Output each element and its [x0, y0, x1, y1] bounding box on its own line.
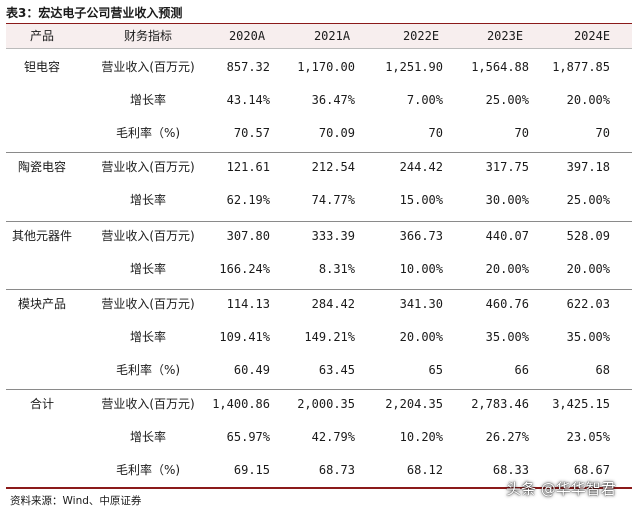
table-cell: 68.73 [318, 463, 355, 477]
header-metric: 财务指标 [123, 29, 173, 43]
table-cell: 366.73 [399, 229, 443, 243]
header-year: 2022E [402, 29, 440, 43]
table-cell: 42.79% [311, 430, 355, 444]
table-header-row [6, 24, 632, 49]
source-note: 资料来源：Wind、中原证券 [10, 495, 142, 507]
table-cell: 20.00% [566, 93, 610, 107]
table-cell: 68.33 [492, 463, 529, 477]
table-cell: 8.31% [318, 262, 355, 276]
table-cell: 70 [514, 126, 529, 140]
table-cell: 3,425.15 [552, 397, 610, 411]
header-year: 2020A [228, 29, 266, 43]
table-cell: 20.00% [399, 330, 443, 344]
table-cell: 68.12 [406, 463, 443, 477]
metric-label: 营业收入(百万元) [101, 160, 195, 174]
header-product: 产品 [29, 29, 55, 43]
table-cell: 121.61 [226, 160, 270, 174]
metric-label: 毛利率（%) [115, 463, 181, 477]
table-cell: 857.32 [226, 60, 270, 74]
header-year: 2021A [313, 29, 351, 43]
table-cell: 35.00% [566, 330, 610, 344]
group-divider [6, 152, 632, 153]
table-cell: 149.21% [304, 330, 355, 344]
table-cell: 622.03 [566, 297, 610, 311]
table-cell: 341.30 [399, 297, 443, 311]
table-cell: 528.09 [566, 229, 610, 243]
table-cell: 25.00% [485, 93, 529, 107]
table-cell: 60.49 [233, 363, 270, 377]
table-cell: 2,204.35 [385, 397, 443, 411]
metric-label: 增长率 [129, 262, 167, 276]
metric-label: 增长率 [129, 93, 167, 107]
table-cell: 70 [428, 126, 443, 140]
table-cell: 70 [595, 126, 610, 140]
table-cell: 65 [428, 363, 443, 377]
table-cell: 63.45 [318, 363, 355, 377]
table-cell: 109.41% [219, 330, 270, 344]
product-name: 其他元器件 [11, 229, 73, 243]
metric-label: 增长率 [129, 430, 167, 444]
table-cell: 2,783.46 [471, 397, 529, 411]
metric-label: 增长率 [129, 193, 167, 207]
table-cell: 212.54 [311, 160, 355, 174]
table-cell: 70.09 [318, 126, 355, 140]
table-cell: 244.42 [399, 160, 443, 174]
metric-label: 营业收入(百万元) [101, 297, 195, 311]
table-cell: 397.18 [566, 160, 610, 174]
group-divider [6, 221, 632, 222]
table-cell: 440.07 [485, 229, 529, 243]
table-cell: 20.00% [485, 262, 529, 276]
table-cell: 114.13 [226, 297, 270, 311]
header-year: 2024E [573, 29, 611, 43]
table-cell: 69.15 [233, 463, 270, 477]
watermark: 头条 @华华智君 [506, 480, 616, 498]
product-name: 钽电容 [23, 60, 61, 74]
table-title: 表3：宏达电子公司营业收入预测 [6, 3, 632, 25]
table-cell: 166.24% [219, 262, 270, 276]
product-name: 合计 [29, 397, 55, 411]
table-cell: 66 [514, 363, 529, 377]
table-cell: 68 [595, 363, 610, 377]
table-bottom-rule [6, 487, 632, 489]
metric-label: 营业收入(百万元) [101, 60, 195, 74]
table-cell: 36.47% [311, 93, 355, 107]
table-cell: 284.42 [311, 297, 355, 311]
table-cell: 317.75 [485, 160, 529, 174]
table-cell: 25.00% [566, 193, 610, 207]
table-cell: 2,000.35 [297, 397, 355, 411]
metric-label: 营业收入(百万元) [101, 397, 195, 411]
table-cell: 62.19% [226, 193, 270, 207]
group-divider [6, 389, 632, 390]
product-name: 模块产品 [17, 297, 67, 311]
table-cell: 7.00% [406, 93, 443, 107]
metric-label: 营业收入(百万元) [101, 229, 195, 243]
table-cell: 74.77% [311, 193, 355, 207]
table-cell: 1,170.00 [297, 60, 355, 74]
table-cell: 460.76 [485, 297, 529, 311]
table-cell: 333.39 [311, 229, 355, 243]
table-cell: 1,251.90 [385, 60, 443, 74]
table-cell: 307.80 [226, 229, 270, 243]
table-cell: 43.14% [226, 93, 270, 107]
table-cell: 26.27% [485, 430, 529, 444]
table-cell: 23.05% [566, 430, 610, 444]
table-cell: 30.00% [485, 193, 529, 207]
table-cell: 20.00% [566, 262, 610, 276]
metric-label: 毛利率（%) [115, 126, 181, 140]
metric-label: 毛利率（%) [115, 363, 181, 377]
table-cell: 35.00% [485, 330, 529, 344]
table-cell: 10.20% [399, 430, 443, 444]
table-cell: 65.97% [226, 430, 270, 444]
header-year: 2023E [486, 29, 524, 43]
table-cell: 1,564.88 [471, 60, 529, 74]
group-divider [6, 289, 632, 290]
table-cell: 15.00% [399, 193, 443, 207]
table-cell: 10.00% [399, 262, 443, 276]
table-cell: 70.57 [233, 126, 270, 140]
metric-label: 增长率 [129, 330, 167, 344]
table-cell: 1,877.85 [552, 60, 610, 74]
table-cell: 68.67 [573, 463, 610, 477]
table-cell: 1,400.86 [212, 397, 270, 411]
product-name: 陶瓷电容 [17, 160, 67, 174]
